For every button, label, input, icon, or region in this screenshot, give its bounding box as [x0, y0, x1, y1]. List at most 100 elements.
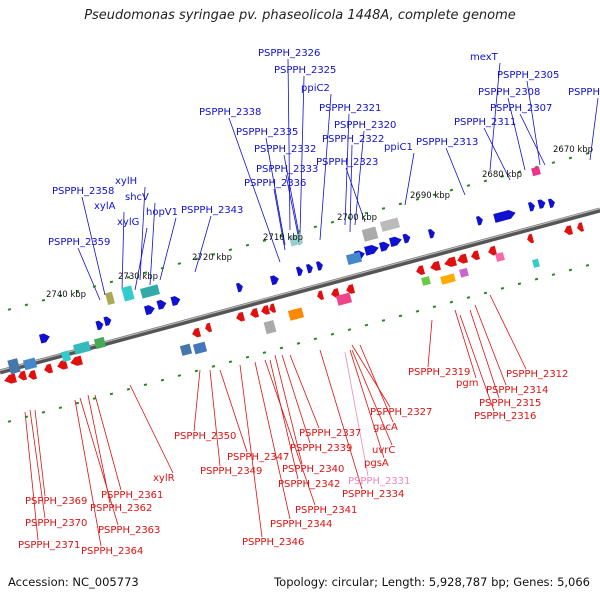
- track-tick: [398, 314, 403, 318]
- feature-block: [531, 166, 541, 177]
- gene-label: PSPPH_2346: [242, 537, 304, 548]
- scale-label: 2690 kbp: [410, 191, 450, 201]
- track-tick: [92, 397, 97, 400]
- track-tick: [262, 351, 267, 354]
- gene-label: PSPPH_2301: [568, 87, 600, 98]
- gene-label: PSPPH_2362: [90, 503, 152, 514]
- gene-arrow: [547, 198, 555, 209]
- gene-arrow: [537, 199, 546, 209]
- track-tick: [381, 319, 386, 322]
- leader-line: [239, 364, 263, 538]
- leader-line: [299, 75, 305, 236]
- gene-arrow: [389, 236, 402, 247]
- leader-line: [269, 359, 299, 480]
- leader-line: [427, 319, 433, 368]
- gene-label: PSPPH_2311: [454, 117, 516, 128]
- gene-arrow: [236, 311, 246, 322]
- gene-label: PSPPH_2305: [497, 70, 559, 81]
- leader-line: [274, 354, 303, 465]
- leader-line: [507, 97, 526, 171]
- topology-summary: Topology: circular; Length: 5,928,787 bp…: [274, 575, 590, 589]
- gene-arrow: [28, 369, 38, 380]
- track-tick: [517, 282, 522, 286]
- scale-label: 2670 kbp: [553, 145, 593, 155]
- gene-label: ppiC1: [384, 142, 413, 153]
- track-tick: [483, 179, 488, 183]
- gene-label: PSPPH_2319: [408, 367, 470, 378]
- gene-label: PSPPH_2325: [274, 65, 336, 76]
- leader-line: [285, 174, 301, 246]
- track-tick: [7, 308, 12, 311]
- leader-line: [265, 137, 286, 246]
- gene-arrow: [488, 245, 498, 256]
- gene-arrow: [192, 327, 202, 338]
- gene-label: PSPPH_2341: [295, 505, 357, 516]
- gene-arrow: [269, 303, 277, 313]
- gene-label: PSPPH_2321: [319, 103, 381, 114]
- gene-label: hopV1: [146, 207, 178, 218]
- track-tick: [585, 264, 590, 267]
- feature-block: [532, 258, 540, 268]
- gene-label: PSPPH_2316: [474, 411, 536, 422]
- leader-line: [29, 409, 46, 519]
- leader-line: [345, 167, 366, 223]
- gene-label: gacA: [373, 422, 398, 433]
- track-tick: [211, 365, 216, 368]
- track-tick: [143, 383, 148, 387]
- track-tick: [398, 202, 403, 206]
- leader-line: [519, 113, 546, 166]
- gene-label: PSPPH_2323: [316, 157, 378, 168]
- gene-label: PSPPH_2349: [200, 466, 262, 477]
- track-tick: [313, 225, 318, 229]
- gene-label: PSPPH_2327: [370, 407, 432, 418]
- feature-block: [93, 336, 107, 350]
- leader-line: [273, 188, 286, 251]
- leader-line: [289, 354, 320, 429]
- track-tick: [483, 291, 488, 295]
- leader-line: [129, 384, 174, 474]
- track-tick: [415, 197, 420, 201]
- feature-block: [263, 320, 277, 335]
- gene-label: pgsA: [364, 458, 389, 469]
- track-tick: [551, 273, 556, 276]
- feature-block: [192, 341, 208, 355]
- gene-arrow: [70, 355, 83, 366]
- gene-label: xylA: [94, 201, 116, 212]
- track-tick: [364, 323, 369, 327]
- leader-line: [24, 411, 39, 541]
- gene-arrow: [402, 233, 411, 244]
- gene-arrow: [331, 288, 341, 298]
- feature-block: [345, 251, 363, 266]
- leader-line: [354, 130, 365, 226]
- track-tick: [313, 337, 318, 341]
- leader-line: [219, 369, 248, 453]
- leader-line: [469, 309, 500, 399]
- leader-line: [194, 215, 212, 273]
- gene-label: PSPPH_2333: [256, 164, 318, 175]
- leader-line: [454, 309, 477, 379]
- leader-line: [193, 369, 201, 432]
- gene-arrow: [527, 202, 535, 212]
- feature-block: [361, 226, 379, 242]
- accession-text: Accession: NC_005773: [8, 575, 139, 589]
- gene-arrow: [564, 225, 574, 235]
- gene-arrow: [416, 265, 426, 275]
- gene-label: PSPPH_2320: [334, 120, 396, 131]
- track-tick: [415, 309, 420, 313]
- gene-arrow: [430, 260, 441, 271]
- gene-arrow: [44, 363, 54, 374]
- leader-line: [134, 227, 148, 291]
- feature-block: [22, 357, 38, 371]
- leader-line: [359, 344, 394, 423]
- gene-arrow: [95, 320, 104, 331]
- gene-label: PSPPH_2308: [478, 87, 540, 98]
- track-tick: [245, 243, 250, 247]
- leader-line: [149, 202, 156, 286]
- track-tick: [109, 392, 114, 396]
- track-tick: [24, 415, 29, 419]
- gene-arrow: [305, 263, 313, 274]
- track-tick: [143, 271, 148, 275]
- track-tick: [432, 305, 437, 309]
- gene-label: PSPPH_2337: [299, 428, 361, 439]
- gene-label: shcV: [125, 192, 149, 203]
